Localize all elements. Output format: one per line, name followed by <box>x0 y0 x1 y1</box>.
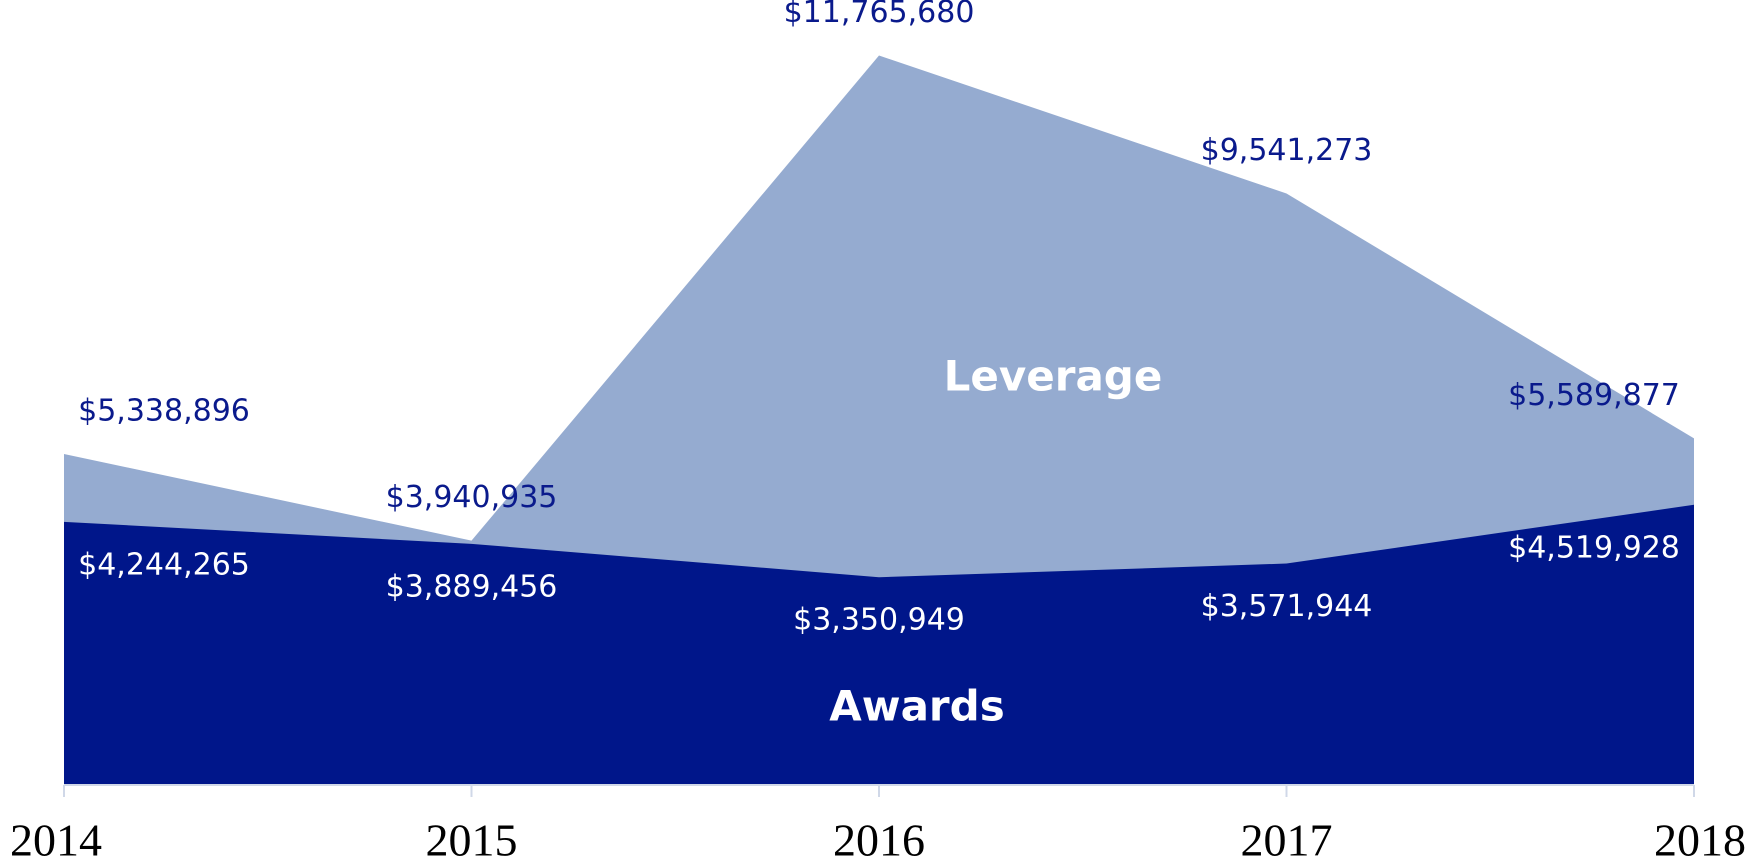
x-tick-label: 2018 <box>1654 815 1746 866</box>
series-label: Leverage <box>944 352 1163 401</box>
x-tick-label: 2014 <box>10 815 102 866</box>
x-tick-label: 2017 <box>1241 815 1333 866</box>
series-label: Awards <box>829 682 1004 731</box>
value-label: $4,519,928 <box>1508 530 1680 565</box>
value-label: $9,541,273 <box>1201 133 1373 168</box>
value-label: $3,889,456 <box>386 569 558 604</box>
value-label: $3,350,949 <box>793 603 965 638</box>
x-tick-label: 2015 <box>426 815 518 866</box>
value-label: $4,244,265 <box>78 547 250 582</box>
value-label: $3,571,944 <box>1201 589 1373 624</box>
x-tick-label: 2016 <box>833 815 925 866</box>
area <box>64 504 1694 785</box>
value-label: $5,338,896 <box>78 393 250 428</box>
value-label: $3,940,935 <box>386 480 558 515</box>
value-label: $11,765,680 <box>784 0 975 30</box>
value-label: $5,589,877 <box>1508 378 1680 413</box>
